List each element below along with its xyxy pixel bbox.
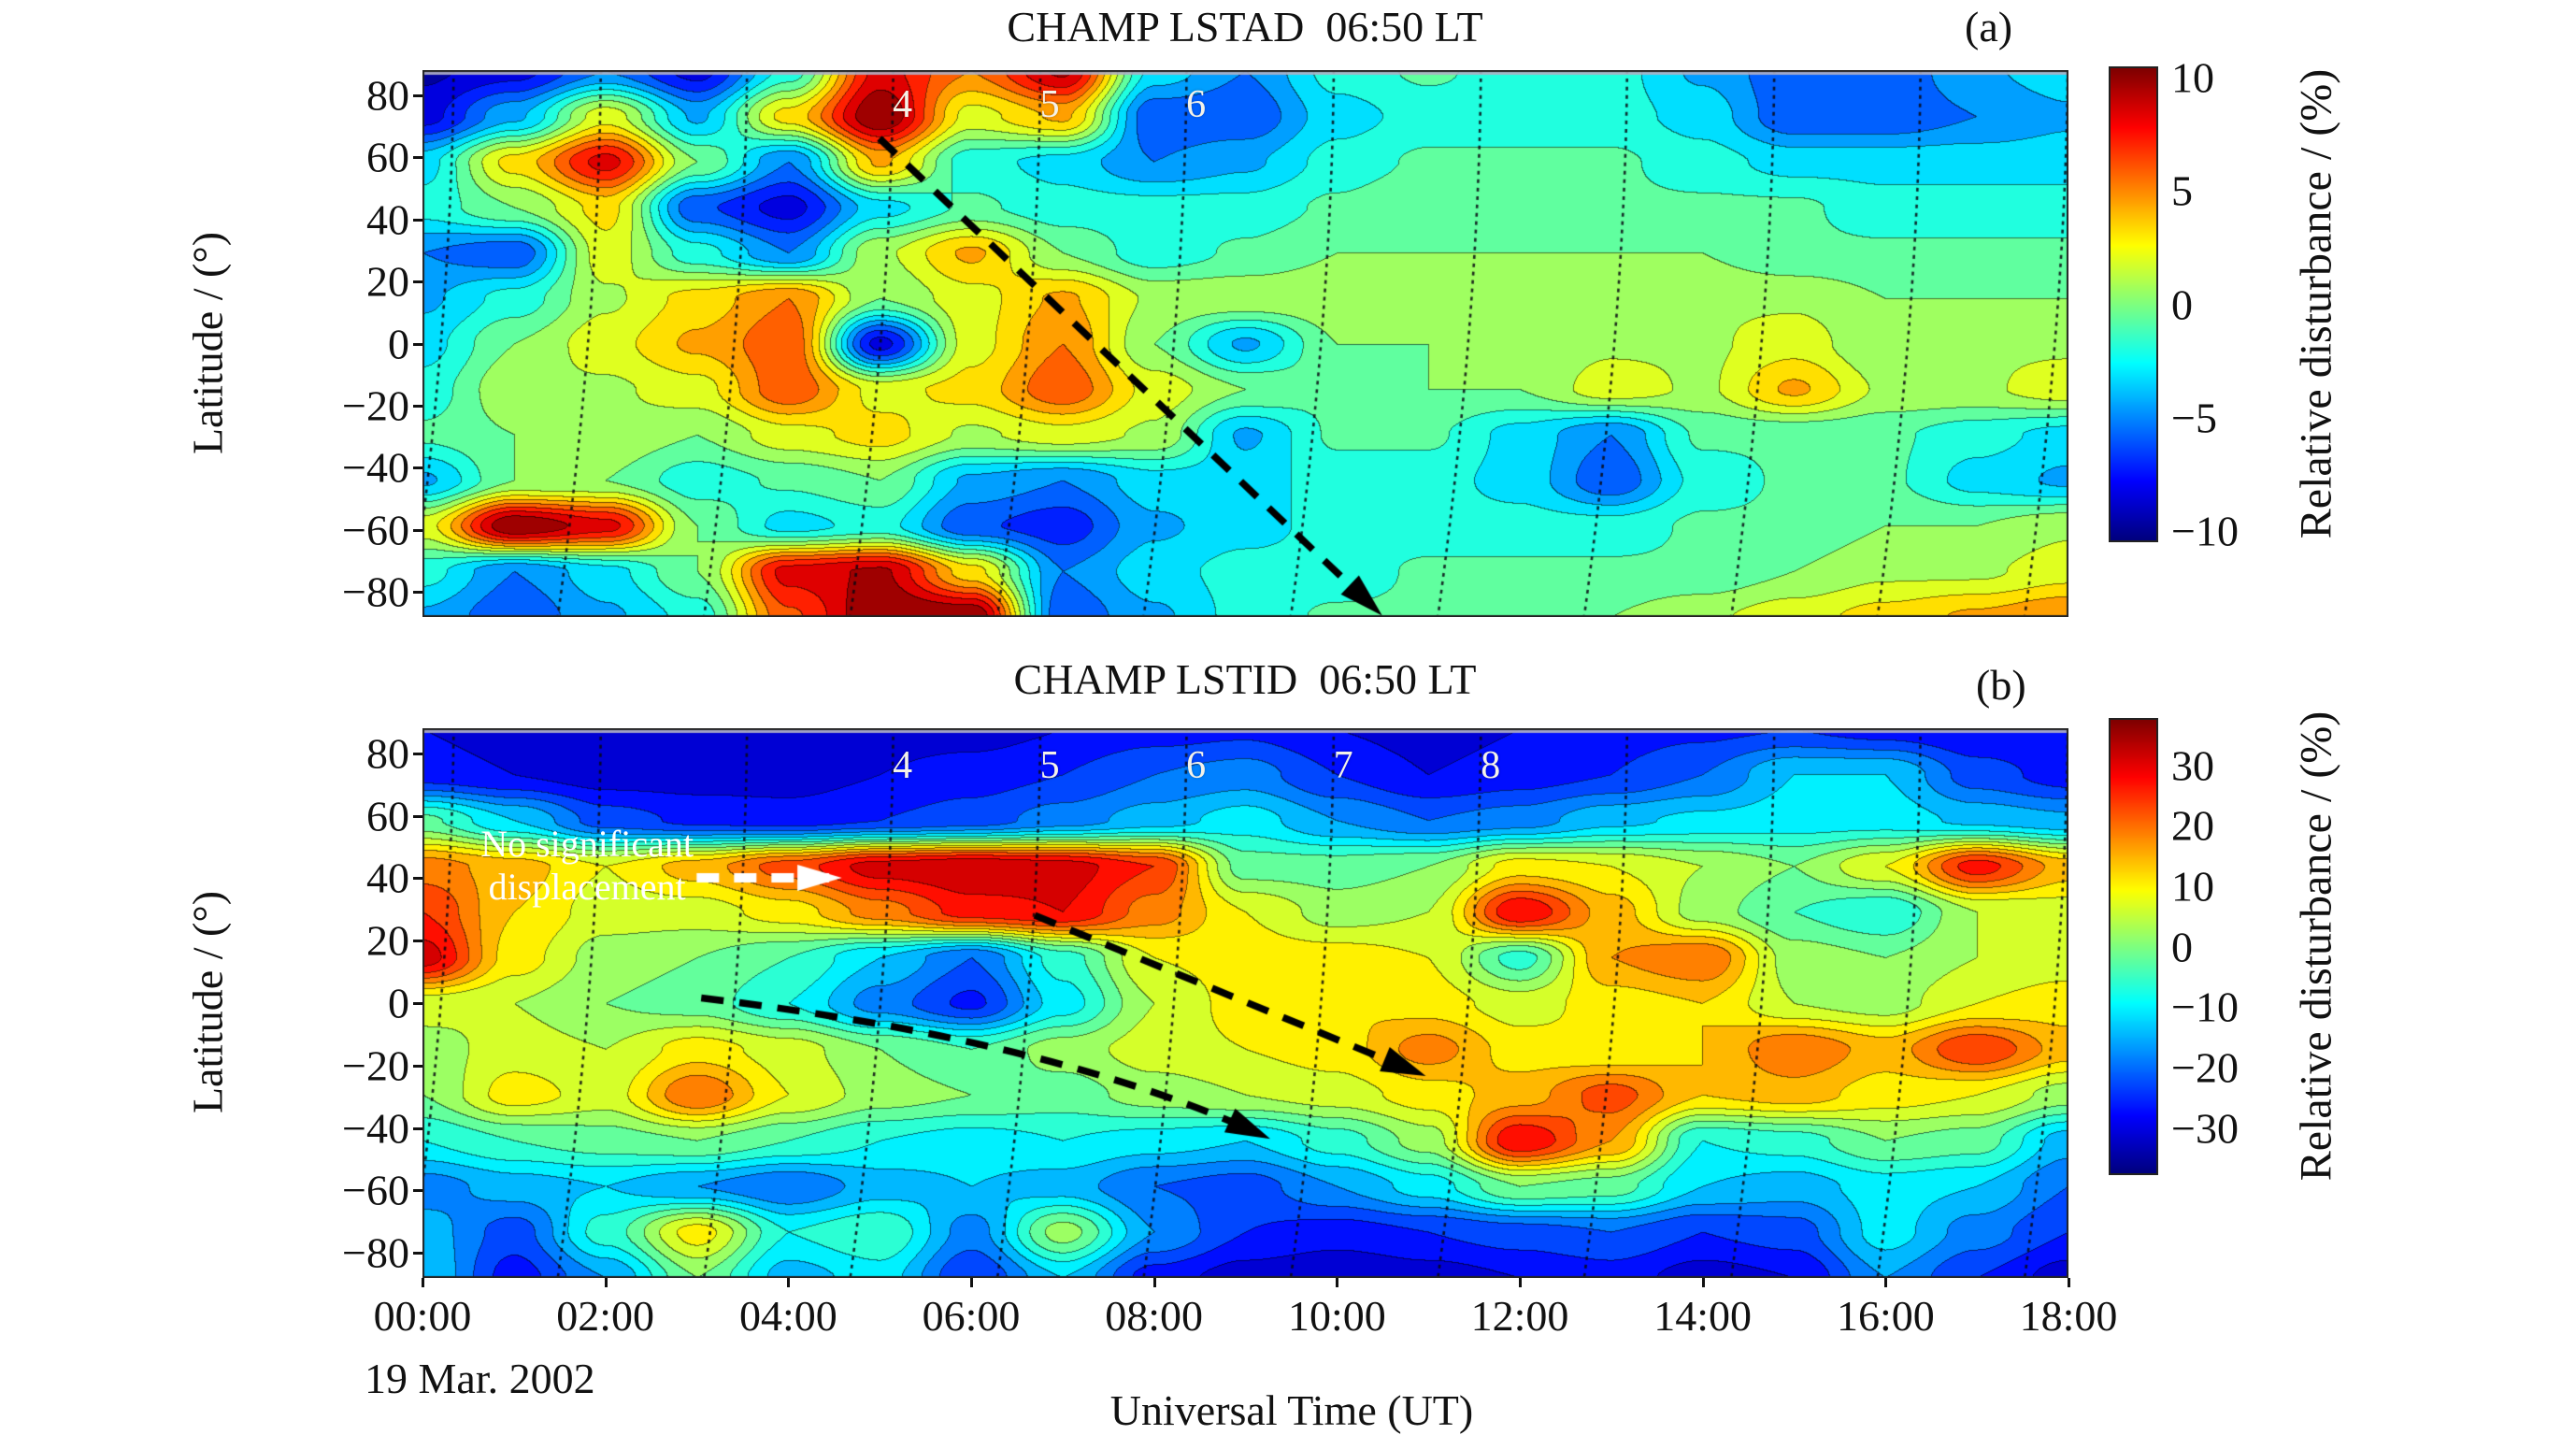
x-tick-label: 14:00 — [1653, 1292, 1753, 1340]
y-tick-mark-b — [413, 814, 422, 818]
panel-a-y-axis-label: Latitude / (°) — [183, 231, 232, 455]
x-tick-mark — [1701, 1278, 1705, 1287]
date-label: 19 Mar. 2002 — [365, 1355, 595, 1402]
x-tick-mark — [1336, 1278, 1339, 1287]
colorbar-b-tick-label: 30 — [2171, 741, 2214, 789]
y-tick-label-b: 0 — [388, 979, 409, 1027]
colorbar-a-tick-label: −10 — [2171, 507, 2239, 555]
panel-b-contour-plot — [422, 728, 2068, 1278]
orbit-number-label-a: 5 — [1039, 82, 1060, 126]
y-tick-label-a: −40 — [342, 443, 409, 492]
y-tick-label-a: −20 — [342, 381, 409, 430]
y-tick-mark-a — [413, 528, 422, 532]
colorbar-b-tick-label: −30 — [2171, 1104, 2239, 1152]
y-tick-mark-b — [413, 1002, 422, 1005]
orbit-number-label-a: 4 — [893, 82, 913, 126]
x-tick-label: 02:00 — [556, 1292, 655, 1340]
y-tick-mark-b — [413, 1064, 422, 1068]
colorbar-b-tick-label: 20 — [2171, 801, 2214, 850]
y-tick-mark-a — [413, 591, 422, 595]
orbit-number-label-b: 4 — [893, 744, 913, 788]
panel-b-corner-label: (b) — [1976, 661, 2026, 709]
y-tick-mark-b — [413, 1252, 422, 1256]
x-tick-label: 00:00 — [373, 1292, 472, 1340]
y-tick-label-b: −40 — [342, 1104, 409, 1153]
no-displacement-annotation: No significant displacement — [480, 823, 694, 909]
panel-b-colorbar — [2111, 720, 2156, 1173]
colorbar-a-tick-label: −5 — [2171, 394, 2217, 442]
y-tick-label-a: −60 — [342, 506, 409, 554]
colorbar-a-tick-label: 10 — [2171, 53, 2214, 102]
panel-a-title: CHAMP LSTAD 06:50 LT — [1007, 3, 1483, 50]
y-tick-mark-a — [413, 218, 422, 222]
y-tick-mark-b — [413, 1189, 422, 1193]
y-tick-label-a: 20 — [366, 257, 409, 306]
y-tick-mark-a — [413, 280, 422, 284]
x-tick-mark — [1152, 1278, 1156, 1287]
x-tick-mark — [422, 1278, 424, 1287]
y-tick-label-b: 80 — [366, 729, 409, 778]
y-tick-mark-b — [413, 940, 422, 943]
orbit-number-label-b: 8 — [1481, 744, 1501, 788]
colorbar-b-tick-label: 0 — [2171, 923, 2193, 970]
orbit-number-label-a: 6 — [1186, 82, 1207, 126]
x-tick-label: 08:00 — [1105, 1292, 1204, 1340]
y-tick-label-b: −20 — [342, 1041, 409, 1090]
y-tick-mark-a — [413, 93, 422, 97]
orbit-number-label-b: 6 — [1186, 744, 1207, 788]
panel-a-colorbar-label: Relative disturbance / (%) — [2291, 68, 2341, 539]
y-tick-label-a: 0 — [388, 320, 409, 367]
y-tick-mark-a — [413, 404, 422, 408]
colorbar-a-tick-label: 0 — [2171, 280, 2193, 328]
x-tick-label: 16:00 — [1836, 1292, 1935, 1340]
y-tick-label-a: −80 — [342, 567, 409, 616]
x-tick-label: 04:00 — [738, 1292, 837, 1340]
y-tick-label-a: 80 — [366, 71, 409, 120]
colorbar-b-tick-label: 10 — [2171, 862, 2214, 911]
x-tick-label: 10:00 — [1287, 1292, 1386, 1340]
x-axis-label: Universal Time (UT) — [1109, 1386, 1474, 1434]
y-tick-mark-a — [413, 156, 422, 160]
colorbar-b-tick-label: −20 — [2171, 1043, 2239, 1092]
y-tick-label-b: −80 — [342, 1228, 409, 1277]
y-tick-mark-a — [413, 342, 422, 346]
y-tick-mark-b — [413, 752, 422, 755]
panel-b-y-axis-label: Latitude / (°) — [183, 890, 232, 1114]
y-tick-label-a: 60 — [366, 133, 409, 181]
y-tick-label-b: 40 — [366, 854, 409, 902]
x-tick-label: 18:00 — [2019, 1292, 2118, 1340]
orbit-number-label-b: 7 — [1333, 744, 1353, 788]
y-tick-mark-b — [413, 1126, 422, 1130]
panel-a-contour-plot — [422, 70, 2068, 617]
y-tick-label-b: 20 — [366, 916, 409, 965]
x-tick-mark — [1519, 1278, 1522, 1287]
y-tick-mark-b — [413, 877, 422, 881]
panel-a-corner-label: (a) — [1965, 3, 2013, 50]
x-tick-mark — [604, 1278, 608, 1287]
annotation-line-1: No significant — [480, 823, 694, 865]
y-tick-label-b: 60 — [366, 792, 409, 840]
x-tick-mark — [787, 1278, 791, 1287]
x-tick-label: 06:00 — [922, 1292, 1021, 1340]
panel-a-colorbar — [2111, 68, 2156, 540]
y-tick-label-b: −60 — [342, 1166, 409, 1214]
orbit-number-label-b: 5 — [1039, 744, 1060, 788]
x-tick-mark — [1884, 1278, 1888, 1287]
y-tick-label-a: 40 — [366, 195, 409, 244]
panel-b-colorbar-label: Relative disturbance / (%) — [2291, 710, 2341, 1182]
annotation-line-2: displacement — [488, 866, 686, 908]
x-tick-mark — [970, 1278, 973, 1287]
panel-b-title: CHAMP LSTID 06:50 LT — [1013, 655, 1477, 703]
colorbar-b-tick-label: −10 — [2171, 983, 2239, 1031]
x-tick-label: 12:00 — [1470, 1292, 1569, 1340]
colorbar-a-tick-label: 5 — [2171, 166, 2193, 215]
x-tick-mark — [2068, 1278, 2070, 1287]
y-tick-mark-a — [413, 466, 422, 470]
